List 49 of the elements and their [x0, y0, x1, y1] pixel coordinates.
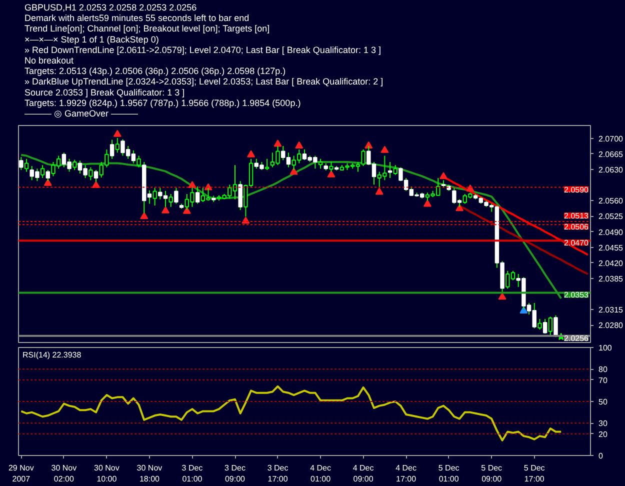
- x-tick-label: 5 Dec 17:00: [524, 464, 545, 484]
- text: ——— ◎ GameOver ———: [24, 108, 138, 118]
- text: Targets: 2.0513 (43p.) 2.0506 (36p.) 2.0506 (36p.) 2.0598 (127p.): [24, 66, 286, 76]
- y-tick-label: 2.0700: [598, 134, 624, 144]
- y-tick-label: 2.0420: [598, 258, 624, 268]
- y-tick-label: 50: [598, 398, 608, 406]
- x-tick-label: 3 Dec 01:00: [182, 464, 203, 484]
- text: Targets: 1.9929 (824p.) 1.9567 (787p.) 1.9566 (788p.) 1.9854 (500p.): [24, 98, 301, 108]
- y-tick-label: 2.0490: [598, 228, 624, 237]
- y-tick-label: 70: [598, 376, 608, 385]
- y-tick-label: 2.0280: [598, 321, 624, 330]
- x-tick-label: 5 Dec 09:00: [481, 464, 502, 484]
- source-note: Source 2.0353 ] Break Qualificator: 1 3 ]: [24, 87, 185, 98]
- y-tick-label: 30: [598, 419, 608, 428]
- y-tick-label: 2.0560: [598, 196, 624, 206]
- y-tick-label: 2.0665: [598, 150, 624, 159]
- x-tick-label: 5 Dec 01:00: [438, 464, 460, 484]
- text: Demark with alerts59 minutes 55 seconds left to bar end: [24, 13, 250, 24]
- chart-title: GBPUSD,H1 2.0253 2.0258 2.0253 2.0256: [24, 2, 197, 12]
- x-tick-label: 30 Nov 02:00: [51, 464, 77, 484]
- chart-title: RSI(14) 22.3938: [22, 350, 82, 360]
- y-tick-label: 2.0455: [598, 243, 624, 252]
- x-tick-label: 30 Nov 18:00: [136, 464, 162, 484]
- text: » Red DownTrendLine [2.0611->2.0579]; Level 2.0470; Last Bar [ Break Qualificator: 1 3 ]: [24, 44, 381, 55]
- text: Trend Line[on]; Channel [on]; Breakout level [on]; Targets [on]: [24, 24, 270, 34]
- y-tick-label: 2.0630: [598, 166, 624, 175]
- y-tick-label: 0: [598, 452, 604, 460]
- ref-line-label: 2.0256: [564, 334, 590, 343]
- x-tick-label: 4 Dec 17:00: [396, 464, 417, 484]
- x-tick-label: 4 Dec 01:00: [310, 464, 332, 484]
- x-tick-label: 3 Dec 17:00: [267, 464, 288, 484]
- y-tick-label: 100: [598, 344, 612, 352]
- x-tick-label: 29 Nov 2007: [8, 464, 34, 484]
- ref-line-label: 2.0353: [564, 290, 590, 300]
- y-tick-label: 20: [598, 430, 608, 439]
- x-tick-label: 30 Nov 10:00: [94, 464, 120, 484]
- ref-line-label: 2.0506: [564, 222, 590, 232]
- text: ×—×—× Step 1 of 1 (BackStep 0): [24, 34, 159, 44]
- ref-line-label: 2.0470: [564, 238, 590, 248]
- y-tick-label: 2.0385: [598, 274, 624, 284]
- x-tick-label: 3 Dec 09:00: [224, 464, 246, 484]
- text: » DarkBlue UpTrendLine [2.0324->2.0353]; Level 2.0353; Last Bar [ Break Qualificator: 2 ]: [24, 76, 384, 87]
- ref-line-label: 2.0513: [564, 212, 590, 221]
- y-tick-label: 2.0525: [598, 212, 624, 222]
- y-tick-label: 2.0315: [598, 306, 624, 315]
- ref-line-label: 2.0590: [564, 185, 590, 194]
- text: No breakout: [24, 56, 74, 66]
- y-tick-label: 80: [598, 365, 608, 374]
- x-tick-label: 4 Dec 09:00: [352, 464, 374, 484]
